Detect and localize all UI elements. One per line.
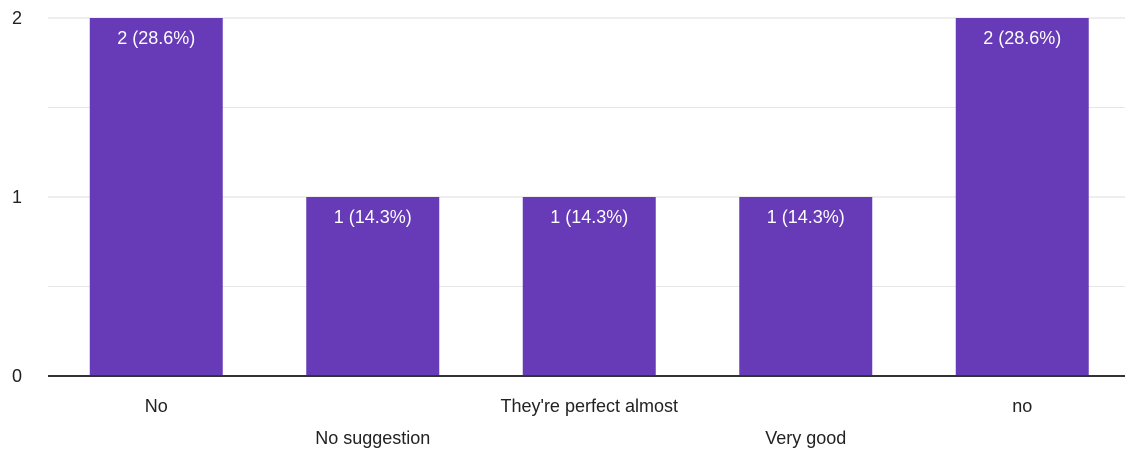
bar[interactable] xyxy=(739,197,873,376)
x-category-label: They're perfect almost xyxy=(500,396,678,416)
x-category-label: no xyxy=(1012,396,1032,416)
data-labels: 2 (28.6%) 1 (14.3%) 1 (14.3%) 1 (14.3%) 2 (2… xyxy=(117,28,1061,227)
bar[interactable] xyxy=(306,197,440,376)
bar-data-label: 1 (14.3%) xyxy=(767,207,845,227)
y-tick-label: 0 xyxy=(12,366,22,386)
x-category-label: Very good xyxy=(765,428,846,448)
x-axis-categories: No No suggestion They're perfect almost Ver… xyxy=(145,396,1033,448)
y-tick-label: 2 xyxy=(12,8,22,28)
bar[interactable] xyxy=(89,18,223,376)
y-tick-label: 1 xyxy=(12,187,22,207)
x-category-label: No suggestion xyxy=(315,428,430,448)
x-category-label: No xyxy=(145,396,168,416)
bars xyxy=(89,18,1089,376)
y-axis-ticks: 0 1 2 xyxy=(12,8,22,386)
bar[interactable] xyxy=(955,18,1089,376)
bar[interactable] xyxy=(522,197,656,376)
bar-data-label: 2 (28.6%) xyxy=(983,28,1061,48)
bar-data-label: 1 (14.3%) xyxy=(334,207,412,227)
bar-data-label: 1 (14.3%) xyxy=(550,207,628,227)
bar-data-label: 2 (28.6%) xyxy=(117,28,195,48)
